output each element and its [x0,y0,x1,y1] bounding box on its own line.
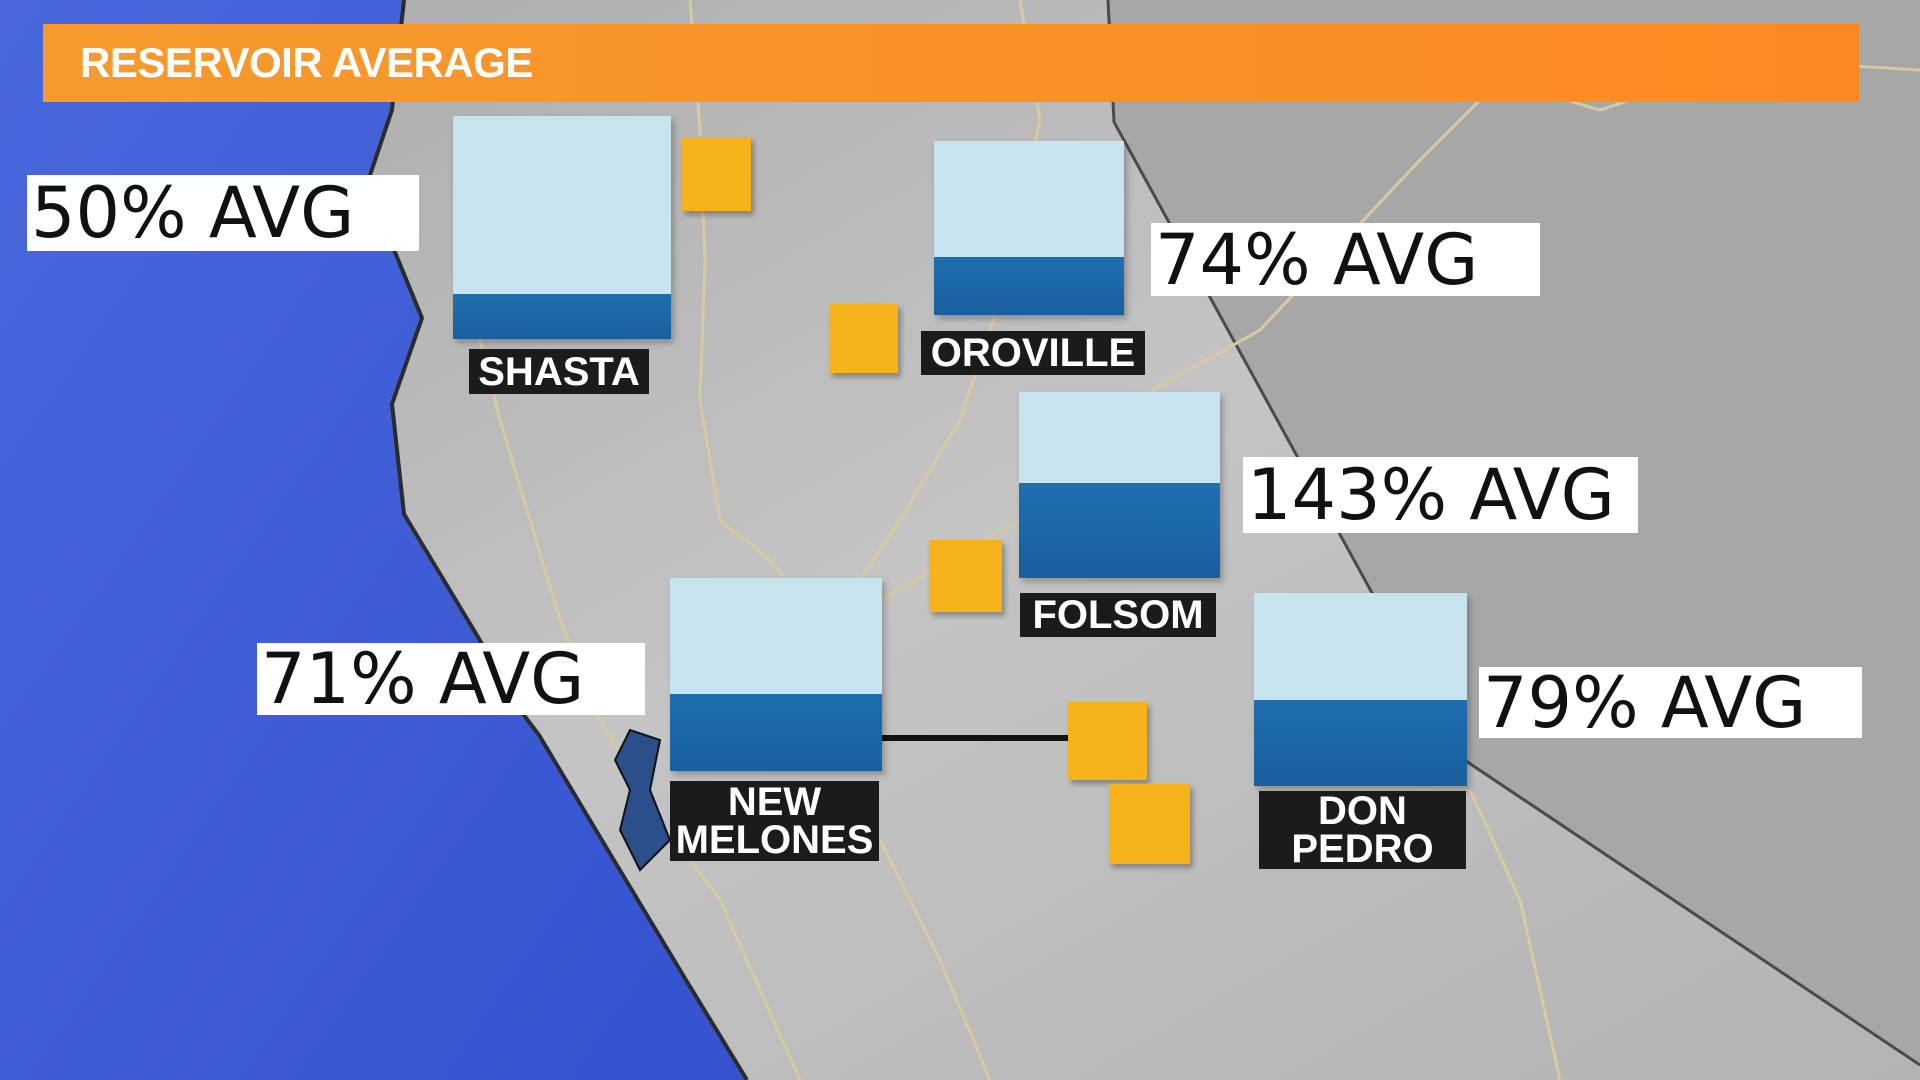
gauge-fill [453,294,671,339]
connector [882,735,1072,741]
reservoir-gauge [453,116,671,339]
reservoir-percent: 74% AVG [1151,223,1540,296]
reservoir-name: NEW MELONES [670,781,879,861]
reservoir-gauge [1254,593,1467,786]
reservoir-percent: 143% AVG [1243,457,1638,533]
marker [1109,784,1190,864]
bay [613,728,672,872]
reservoir-gauge [670,578,882,771]
title: RESERVOIR AVERAGE [80,39,533,86]
gauge-fill [934,257,1124,315]
reservoir-name: SHASTA [469,349,649,394]
title-bar: RESERVOIR AVERAGE [43,24,1859,102]
reservoir-name: FOLSOM [1020,593,1216,637]
marker [682,137,751,211]
marker [829,304,898,373]
marker [1068,702,1147,780]
coastline [364,0,749,1080]
reservoir-percent: 50% AVG [27,175,419,251]
gauge-fill [1254,700,1467,786]
gauge-fill [1019,483,1220,578]
gauge-fill [670,694,882,771]
reservoir-percent: 71% AVG [257,643,645,715]
ocean [0,0,747,1080]
reservoir-percent: 79% AVG [1479,667,1862,738]
reservoir-gauge [934,141,1124,315]
reservoir-name: OROVILLE [921,331,1145,375]
reservoir-name: DON PEDRO [1259,791,1466,869]
reservoir-gauge [1019,392,1220,578]
marker [929,540,1002,612]
